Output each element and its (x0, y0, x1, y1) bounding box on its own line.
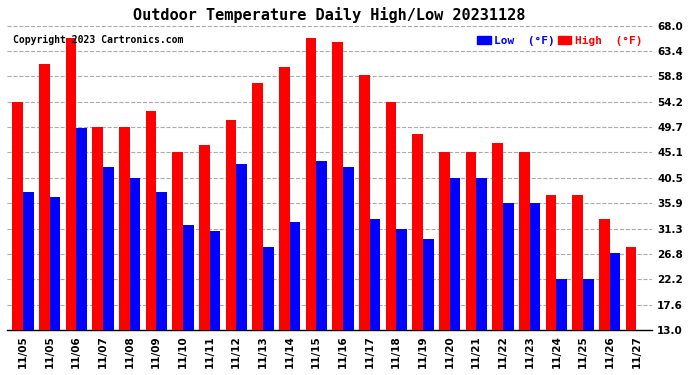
Bar (183, 225, 194, 330)
Bar (556, 279, 567, 330)
Bar (157, 192, 167, 330)
Bar (316, 161, 327, 330)
Bar (610, 253, 620, 330)
Bar (333, 42, 343, 330)
Legend: Low  (°F), High  (°F): Low (°F), High (°F) (473, 31, 647, 50)
Bar (263, 247, 274, 330)
Bar (23, 192, 34, 330)
Bar (439, 152, 450, 330)
Bar (466, 152, 476, 330)
Bar (370, 219, 380, 330)
Bar (492, 143, 503, 330)
Bar (450, 178, 460, 330)
Bar (572, 195, 583, 330)
Bar (210, 231, 220, 330)
Bar (92, 127, 103, 330)
Bar (236, 164, 247, 330)
Bar (103, 167, 114, 330)
Bar (343, 167, 354, 330)
Title: Outdoor Temperature Daily High/Low 20231128: Outdoor Temperature Daily High/Low 20231… (133, 7, 526, 23)
Bar (130, 178, 140, 330)
Bar (199, 145, 210, 330)
Bar (77, 128, 87, 330)
Bar (226, 120, 236, 330)
Bar (413, 134, 423, 330)
Bar (290, 222, 300, 330)
Bar (530, 203, 540, 330)
Bar (146, 111, 157, 330)
Bar (583, 279, 593, 330)
Bar (386, 102, 396, 330)
Bar (39, 64, 50, 330)
Bar (476, 178, 487, 330)
Bar (172, 152, 183, 330)
Bar (50, 197, 60, 330)
Bar (396, 229, 407, 330)
Text: Copyright 2023 Cartronics.com: Copyright 2023 Cartronics.com (13, 34, 184, 45)
Bar (423, 239, 433, 330)
Bar (279, 67, 290, 330)
Bar (306, 38, 316, 330)
Bar (12, 102, 23, 330)
Bar (626, 247, 636, 330)
Bar (66, 38, 77, 330)
Bar (253, 83, 263, 330)
Bar (519, 152, 530, 330)
Bar (546, 195, 556, 330)
Bar (119, 127, 130, 330)
Bar (599, 219, 610, 330)
Bar (359, 75, 370, 330)
Bar (503, 203, 513, 330)
